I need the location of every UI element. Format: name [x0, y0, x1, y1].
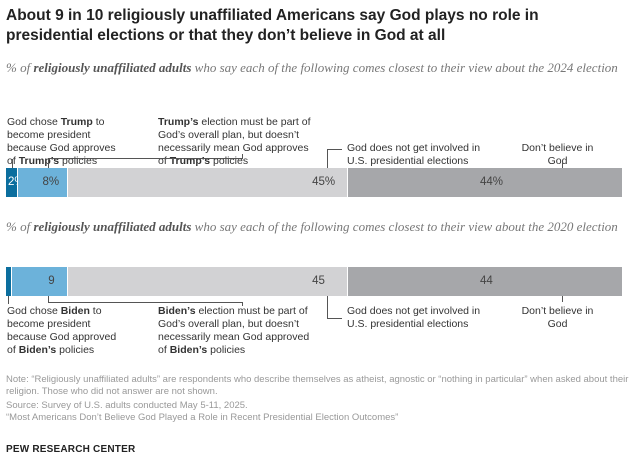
leader-line [48, 158, 243, 169]
bar-segment-1 [6, 267, 12, 296]
label-2020-cat1: God chose Biden to become president beca… [7, 305, 117, 356]
leader-line [242, 302, 243, 306]
bar-segment-4 [348, 168, 622, 197]
bar-segment-2 [18, 168, 68, 197]
leader-line [242, 154, 243, 158]
bar-segment-2 [12, 267, 68, 296]
source: Source: Survey of U.S. adults conducted … [6, 400, 248, 411]
label-2020-cat3: God does not get involved in U.S. presid… [347, 305, 481, 330]
label-2020-cat2: Biden’s election must be part of God’s o… [158, 305, 310, 356]
label-2020-cat4: Don’t believe in God [521, 305, 594, 330]
stacked-bar-2020: 9 45 44 [6, 267, 628, 296]
value-label: 44% [479, 176, 503, 188]
note: Note: “Religiously unaffiliated adults” … [6, 374, 629, 397]
bar-segment-1 [6, 168, 18, 197]
label-2024-cat4: Don’t believe in God [521, 142, 594, 167]
subtitle-text: % of [6, 60, 34, 75]
subtitle-text: % of [6, 219, 34, 234]
value-label: 8% [42, 176, 60, 188]
leader-line [12, 159, 13, 168]
subtitle-bold: religiously unaffiliated adults [33, 219, 192, 234]
subtitle-2020: % of religiously unaffiliated adults who… [6, 219, 626, 235]
bar-segment-3 [68, 168, 348, 197]
pew-logo-text: PEW RESEARCH CENTER [6, 444, 136, 455]
bar-segment-4 [348, 267, 622, 296]
report-title: “Most Americans Don’t Believe God Played… [6, 412, 399, 423]
subtitle-2024: % of religiously unaffiliated adults who… [6, 60, 626, 76]
subtitle-text: who say each of the following comes clos… [191, 60, 618, 75]
subtitle-bold: religiously unaffiliated adults [33, 60, 192, 75]
leader-line [327, 149, 342, 169]
label-2024-cat2: Trump’s election must be part of God’s o… [158, 116, 311, 167]
bar-segment-3 [68, 267, 348, 296]
leader-line [562, 296, 563, 302]
chart-title: About 9 in 10 religiously unaffiliated A… [6, 7, 539, 44]
value-label: 44 [479, 275, 493, 287]
subtitle-text: who say each of the following comes clos… [191, 219, 618, 234]
stacked-bar-2024: 2% 8% 45% 44% [6, 168, 628, 197]
value-label: 45 [312, 275, 325, 287]
leader-line [562, 162, 563, 168]
value-label: 45% [312, 176, 336, 188]
value-label: 9 [48, 275, 55, 287]
leader-line [327, 296, 342, 319]
leader-line [8, 296, 9, 304]
leader-line [48, 296, 243, 303]
label-2024-cat1: God chose Trump to become president beca… [7, 116, 116, 167]
label-2024-cat3: God does not get involved in U.S. presid… [347, 142, 481, 167]
